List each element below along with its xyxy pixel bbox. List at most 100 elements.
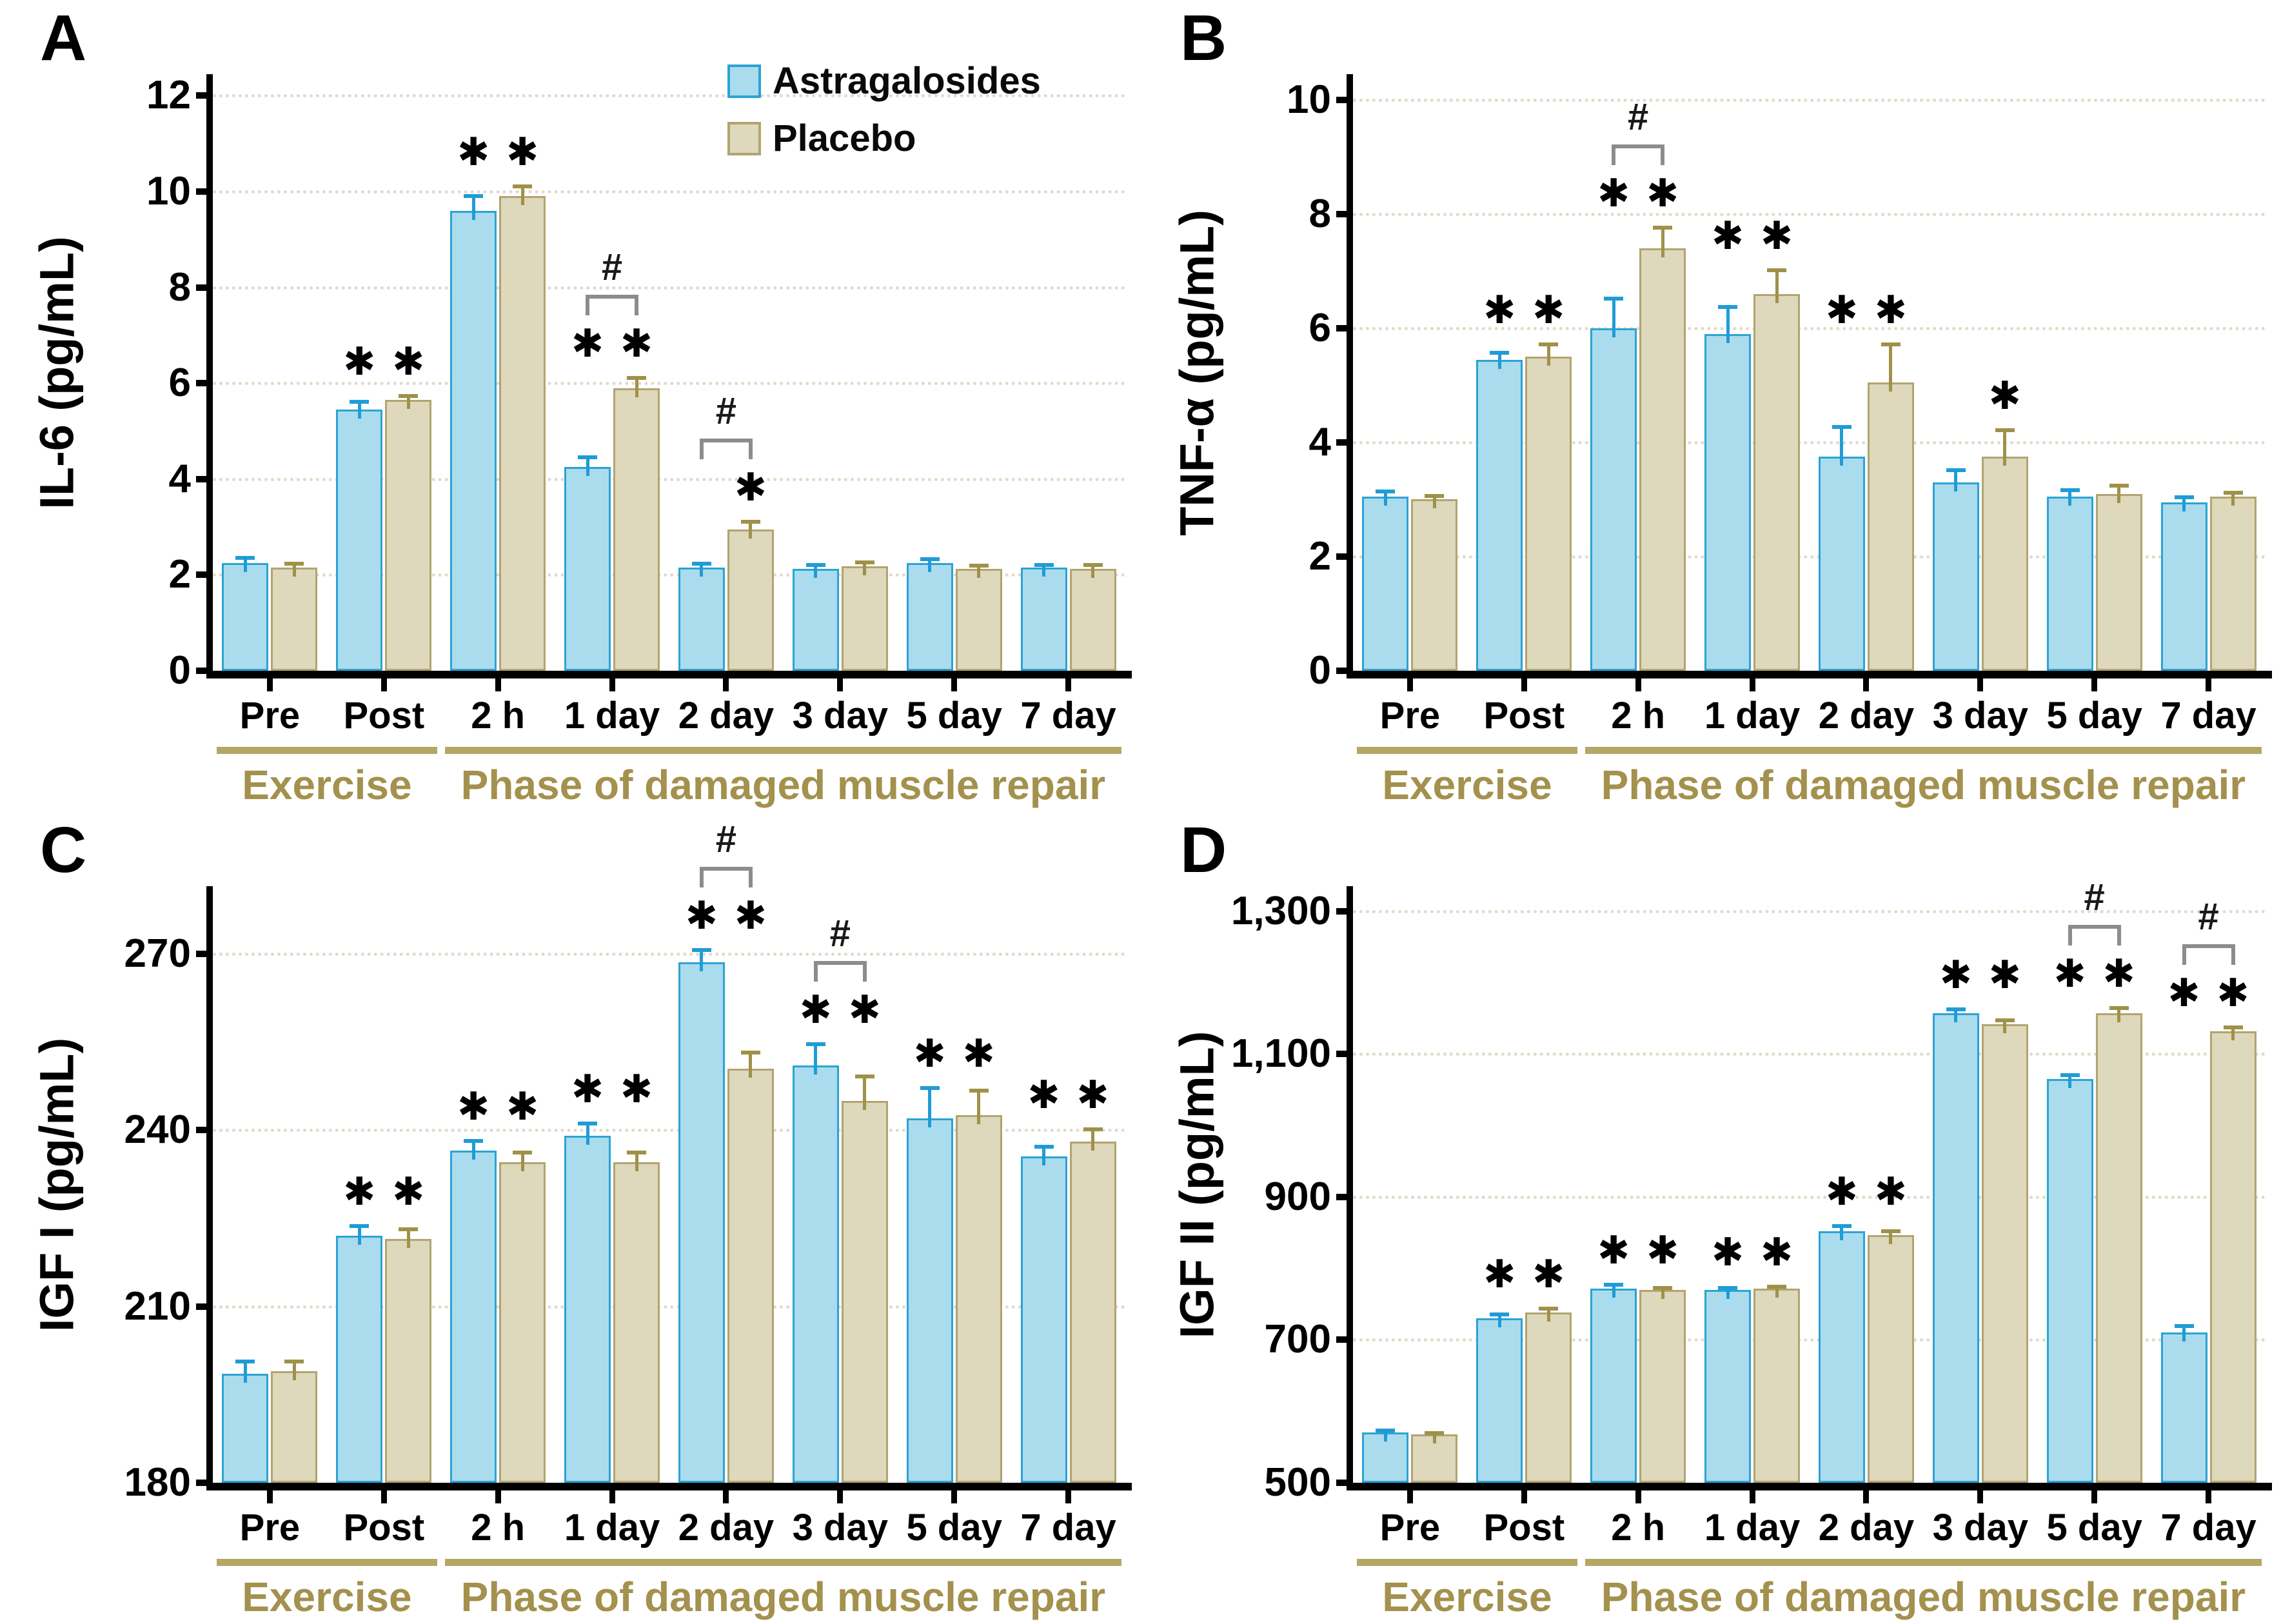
hash-symbol: # (2198, 896, 2219, 938)
gridline (1353, 909, 2266, 913)
significance-star: ✱ (1988, 373, 2021, 417)
error-bar-cap (1034, 562, 1054, 567)
significance-star: ✱ (1646, 171, 1679, 215)
error-bar (2117, 1006, 2121, 1023)
panel-letter-D: D (1180, 814, 1227, 886)
bar-astragalosides-Post (336, 410, 383, 671)
x-tick-mark (2206, 678, 2212, 691)
x-tick-mark (1521, 678, 1527, 691)
error-bar-cap (1539, 1307, 1559, 1311)
y-tick-mark (1336, 210, 1353, 217)
bar-astragalosides-2h (1590, 328, 1637, 671)
error-bar-cap (2223, 1025, 2243, 1030)
significance-star: ✱ (1874, 288, 1908, 332)
significance-star: ✱ (2102, 952, 2135, 996)
panel-letter-B: B (1180, 2, 1227, 74)
y-tick-mark (196, 1127, 213, 1134)
x-tick-label: 5 day (906, 695, 1002, 737)
x-tick-mark (837, 678, 844, 691)
y-tick-mark (1336, 1480, 1353, 1486)
error-bar (1432, 493, 1436, 509)
gridline (213, 477, 1125, 481)
error-bar (977, 563, 981, 579)
hash-bracket (2068, 925, 2121, 946)
error-bar-cap (691, 562, 711, 566)
gridline (213, 573, 1125, 577)
error-bar-cap (1881, 342, 1901, 347)
bar-placebo-7day (1069, 569, 1116, 671)
error-bar-cap (1034, 1144, 1054, 1149)
error-bar (2231, 1025, 2235, 1040)
error-bar-cap (284, 562, 304, 566)
bar-placebo-3day (841, 566, 888, 671)
bar-placebo-2h (499, 1162, 546, 1483)
x-tick-label: Pre (1379, 695, 1441, 737)
x-tick-mark (2091, 678, 2098, 691)
bar-astragalosides-1day (1704, 333, 1752, 671)
error-bar-cap (1995, 428, 2015, 432)
error-bar-cap (1767, 268, 1787, 272)
x-tick-label: 7 day (1020, 695, 1116, 737)
x-tick-mark (723, 1490, 729, 1503)
group-label-1: Phase of damaged muscle repair (460, 762, 1106, 808)
x-axis-line (1347, 671, 2272, 678)
x-tick-mark (1977, 678, 1984, 691)
y-tick-mark (196, 188, 213, 195)
bar-placebo-Post (385, 1238, 432, 1483)
error-bar-cap (1539, 342, 1559, 347)
error-bar-cap (578, 1121, 598, 1125)
group-label-0: Exercise (1382, 762, 1552, 808)
error-bar (471, 193, 475, 220)
error-bar-cap (1490, 351, 1510, 355)
gridline (213, 382, 1125, 386)
error-bar-cap (1083, 1127, 1103, 1131)
group-label-1: Phase of damaged muscle repair (1601, 762, 2246, 808)
bar-placebo-Post (385, 400, 432, 671)
y-tick-label: 2 (168, 552, 191, 597)
group-underline-1 (1585, 1559, 2262, 1566)
error-bar (1954, 468, 1958, 491)
error-bar-cap (805, 1042, 825, 1046)
x-tick-label: 5 day (906, 1507, 1002, 1549)
x-tick-label: 2 day (1818, 695, 1915, 737)
error-bar (814, 562, 818, 579)
error-bar (1661, 1286, 1664, 1299)
significance-star: ✱ (1532, 1253, 1565, 1296)
gridline (213, 952, 1125, 956)
y-axis-line (1347, 74, 1353, 675)
legend-label-astragalosides: Astragalosides (773, 60, 1041, 102)
error-bar (1497, 1312, 1501, 1328)
bar-astragalosides-7day (2160, 502, 2207, 671)
y-tick-label: 10 (146, 169, 191, 214)
hash-symbol: # (829, 912, 851, 955)
significance-star: ✱ (799, 987, 832, 1031)
error-bar-cap (2174, 1324, 2194, 1329)
error-bar (1091, 562, 1095, 579)
error-bar (292, 1359, 296, 1380)
error-bar (586, 1121, 589, 1145)
error-bar-cap (2109, 483, 2129, 488)
error-bar-cap (399, 394, 419, 399)
gridline (213, 286, 1125, 290)
significance-star: ✱ (2217, 971, 2249, 1015)
error-bar-cap (399, 1227, 419, 1231)
panel-letter-A: A (40, 2, 87, 74)
bar-placebo-1day (613, 388, 660, 671)
error-bar (1726, 305, 1730, 343)
error-bar-cap (284, 1359, 304, 1363)
bar-astragalosides-1day (1704, 1289, 1752, 1483)
error-bar (1546, 342, 1550, 366)
significance-star: ✱ (848, 987, 881, 1031)
x-tick-mark (495, 1490, 501, 1503)
x-tick-mark (1749, 678, 1755, 691)
bar-astragalosides-3day (1932, 1013, 1979, 1483)
group-underline-0 (217, 1559, 437, 1566)
error-bar-cap (627, 1151, 647, 1155)
x-tick-mark (1635, 678, 1641, 691)
x-tick-mark (609, 1490, 615, 1503)
panel-letter-C: C (40, 814, 87, 886)
error-bar-cap (513, 1151, 533, 1155)
significance-star: ✱ (2167, 971, 2200, 1015)
error-bar (1889, 1229, 1893, 1244)
bar-placebo-2day (1867, 1234, 1914, 1483)
